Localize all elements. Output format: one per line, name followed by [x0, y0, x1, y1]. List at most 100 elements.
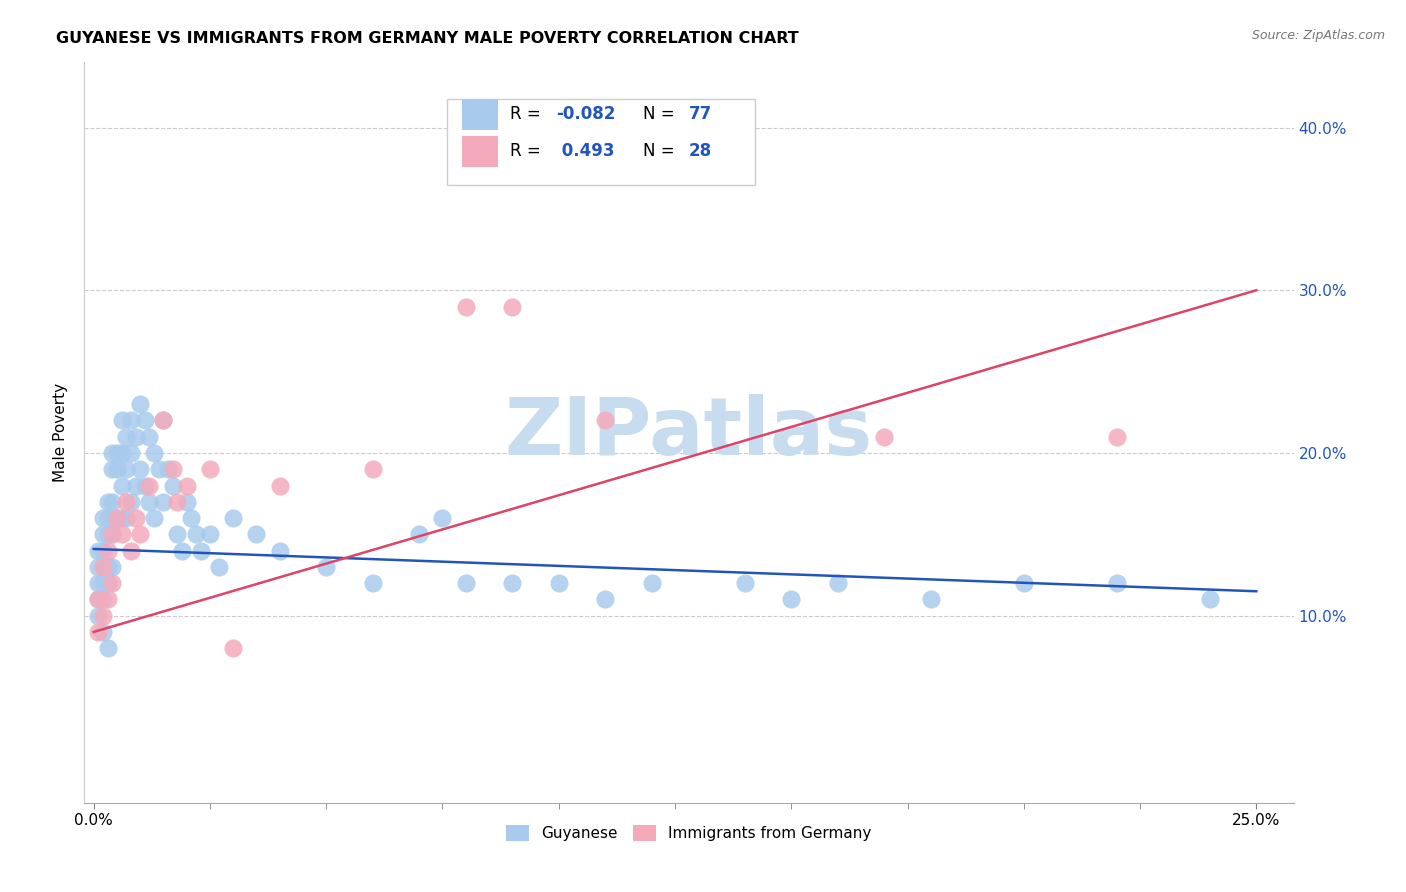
Point: [1198, 592, 1220, 607]
FancyBboxPatch shape: [461, 99, 498, 130]
Point: [105, 446, 128, 460]
Point: [593, 413, 616, 427]
Point: [180, 511, 202, 525]
Point: [157, 462, 180, 476]
Point: [1105, 576, 1128, 591]
Point: [152, 495, 174, 509]
Point: [170, 543, 193, 558]
Point: [454, 300, 477, 314]
Point: [87, 624, 110, 639]
Point: [101, 495, 124, 509]
Point: [184, 527, 207, 541]
Point: [501, 300, 523, 314]
Text: N =: N =: [643, 143, 681, 161]
Point: [120, 446, 142, 460]
Point: [162, 478, 184, 492]
Point: [115, 511, 138, 525]
Point: [641, 576, 664, 591]
Point: [166, 527, 188, 541]
Point: [138, 430, 160, 444]
Legend: Guyanese, Immigrants from Germany: Guyanese, Immigrants from Germany: [501, 819, 877, 847]
Point: [115, 430, 138, 444]
Point: [91, 608, 114, 623]
Point: [101, 559, 124, 574]
Point: [129, 527, 152, 541]
Point: [101, 527, 124, 541]
Point: [143, 446, 166, 460]
Point: [134, 413, 156, 427]
Point: [129, 397, 152, 411]
Point: [148, 462, 170, 476]
Point: [87, 559, 110, 574]
Point: [110, 478, 132, 492]
Point: [87, 543, 110, 558]
Point: [129, 462, 152, 476]
Text: 0.493: 0.493: [555, 143, 614, 161]
Point: [97, 495, 120, 509]
Point: [101, 576, 124, 591]
Y-axis label: Male Poverty: Male Poverty: [53, 383, 69, 483]
Point: [208, 559, 231, 574]
Point: [269, 543, 291, 558]
Text: N =: N =: [643, 105, 681, 123]
Point: [734, 576, 756, 591]
Point: [105, 511, 128, 525]
Point: [198, 462, 221, 476]
Point: [138, 495, 160, 509]
Point: [115, 462, 138, 476]
Point: [97, 543, 120, 558]
Point: [120, 495, 142, 509]
Point: [101, 446, 124, 460]
Text: Source: ZipAtlas.com: Source: ZipAtlas.com: [1251, 29, 1385, 42]
Point: [827, 576, 849, 591]
Point: [97, 641, 120, 656]
Point: [87, 592, 110, 607]
Point: [101, 462, 124, 476]
Point: [176, 495, 198, 509]
FancyBboxPatch shape: [447, 99, 755, 185]
Point: [245, 527, 267, 541]
Point: [105, 511, 128, 525]
Point: [269, 478, 291, 492]
Text: -0.082: -0.082: [555, 105, 616, 123]
Point: [97, 592, 120, 607]
Point: [143, 511, 166, 525]
Point: [91, 624, 114, 639]
Point: [110, 413, 132, 427]
Point: [873, 430, 896, 444]
Point: [315, 559, 337, 574]
Point: [124, 430, 146, 444]
Point: [1105, 430, 1128, 444]
Point: [920, 592, 942, 607]
Point: [222, 511, 245, 525]
Point: [198, 527, 221, 541]
Point: [593, 592, 616, 607]
Point: [361, 462, 384, 476]
Point: [110, 446, 132, 460]
Point: [152, 413, 174, 427]
Point: [176, 478, 198, 492]
Point: [454, 576, 477, 591]
Point: [432, 511, 454, 525]
Point: [361, 576, 384, 591]
Point: [190, 543, 212, 558]
Point: [408, 527, 430, 541]
Point: [87, 592, 110, 607]
Point: [124, 511, 146, 525]
Point: [91, 576, 114, 591]
Point: [780, 592, 803, 607]
Point: [547, 576, 569, 591]
Point: [120, 413, 142, 427]
Point: [87, 576, 110, 591]
Point: [97, 527, 120, 541]
Text: ZIPatlas: ZIPatlas: [505, 393, 873, 472]
Text: R =: R =: [510, 143, 546, 161]
Point: [120, 543, 142, 558]
Point: [91, 511, 114, 525]
Point: [110, 511, 132, 525]
Point: [134, 478, 156, 492]
Point: [152, 413, 174, 427]
Point: [162, 462, 184, 476]
Point: [91, 543, 114, 558]
Point: [97, 511, 120, 525]
